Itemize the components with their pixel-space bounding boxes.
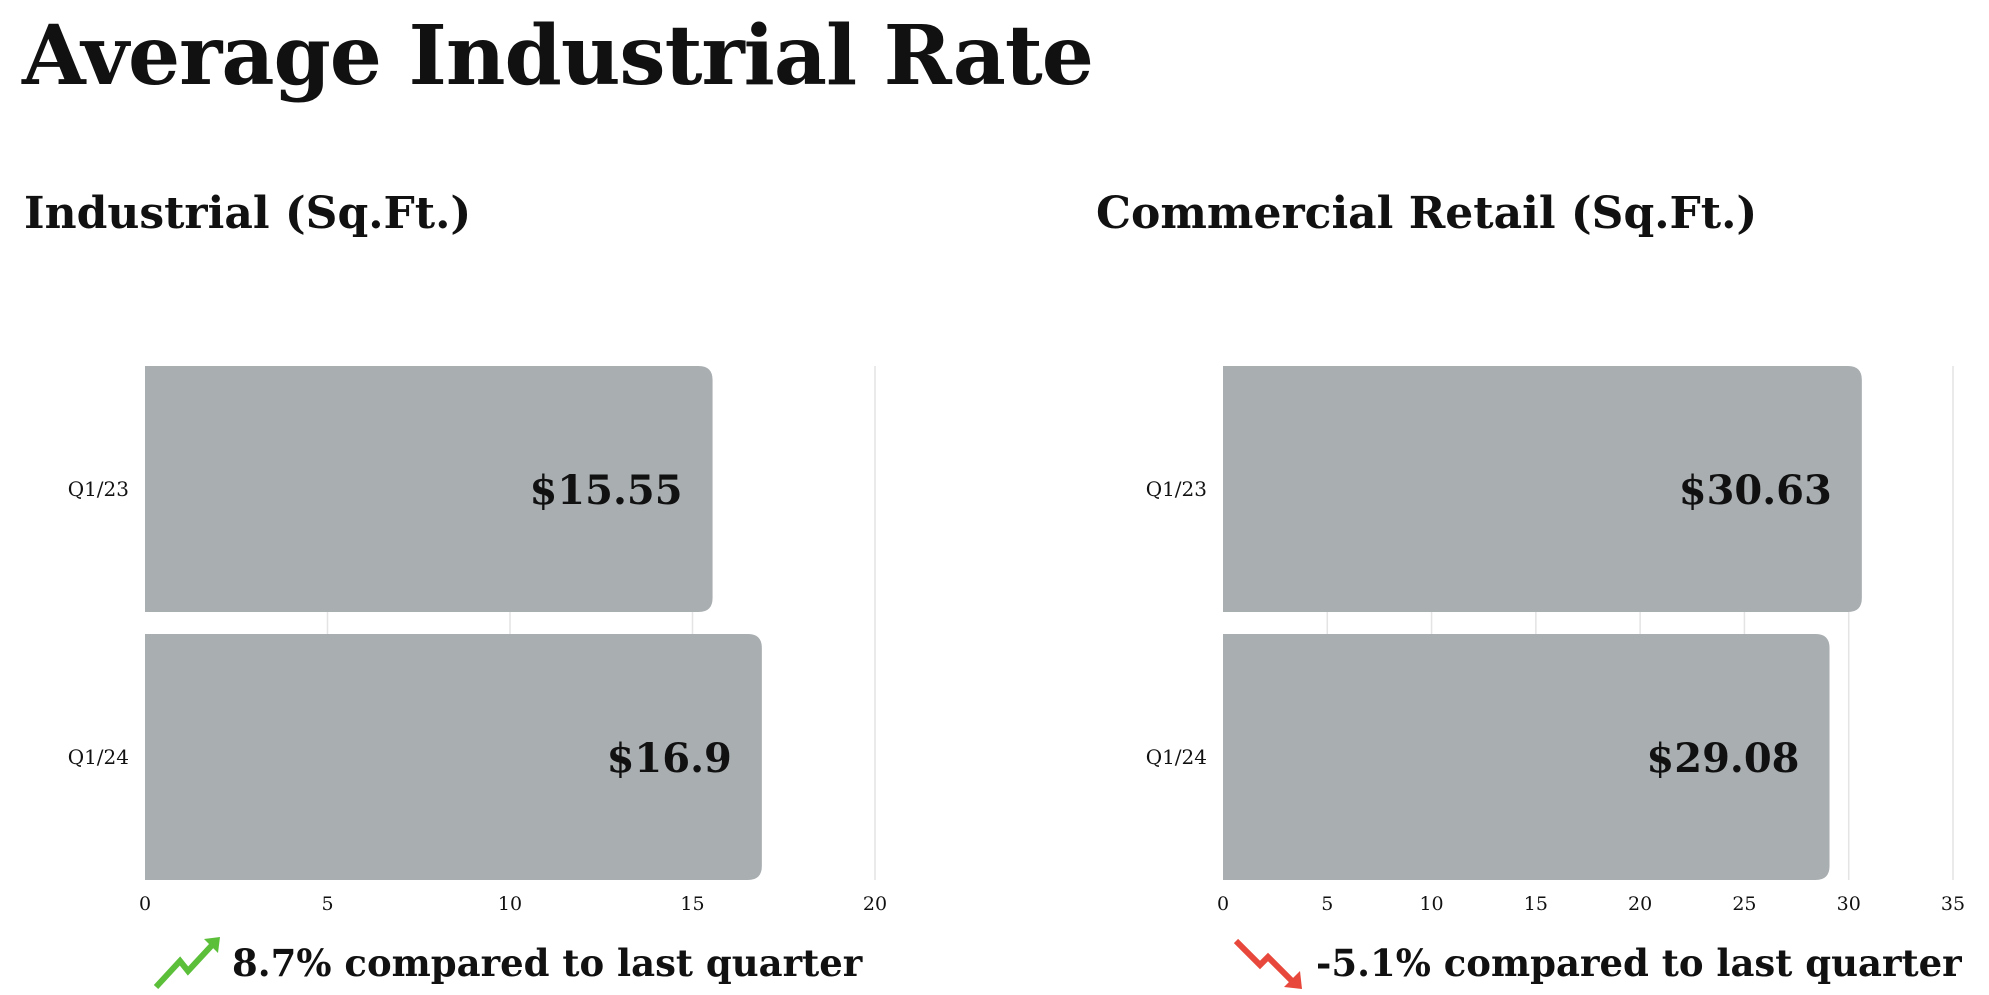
x-tick-label: 35 [1941,893,1965,915]
x-tick-label: 30 [1837,893,1861,915]
x-tick-label: 5 [321,893,333,915]
y-category-label: Q1/24 [68,745,129,769]
x-tick-label: 10 [498,893,522,915]
x-tick-label: 0 [139,893,151,915]
commercial-chart-title: Commercial Retail (Sq.Ft.) [1096,188,1758,239]
bar-Q1-24 [1223,634,1830,880]
x-tick-label: 25 [1732,893,1756,915]
commercial-footer: -5.1% compared to last quarter [1232,935,1962,991]
x-tick-label: 5 [1321,893,1333,915]
x-tick-label: 15 [680,893,704,915]
y-category-label: Q1/23 [1146,477,1207,501]
x-tick-label: 20 [863,893,887,915]
bar-value-label: $30.63 [1679,467,1832,514]
bar-Q1-23 [145,366,713,612]
trend-up-icon [153,937,220,990]
page-title: Average Industrial Rate [22,8,1094,104]
x-tick-label: 15 [1524,893,1548,915]
x-tick-label: 20 [1628,893,1652,915]
industrial-footer: 8.7% compared to last quarter [152,935,862,991]
bar-Q1-23 [1223,366,1862,612]
bar-value-label: $16.9 [607,735,732,782]
x-tick-label: 0 [1217,893,1229,915]
bar-value-label: $29.08 [1646,735,1799,782]
industrial-chart-title: Industrial (Sq.Ft.) [24,188,472,239]
trend-down-icon [1233,938,1302,989]
y-category-label: Q1/24 [1146,745,1207,769]
commercial-change-text: -5.1% compared to last quarter [1316,941,1962,985]
bar-Q1-24 [145,634,762,880]
y-category-label: Q1/23 [68,477,129,501]
x-tick-label: 10 [1419,893,1443,915]
bar-value-label: $15.55 [529,467,682,514]
industrial-change-text: 8.7% compared to last quarter [232,941,863,985]
